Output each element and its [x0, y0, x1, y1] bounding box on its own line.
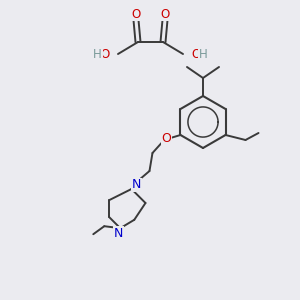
Text: O: O [101, 49, 110, 62]
Text: O: O [191, 49, 200, 62]
Text: O: O [161, 133, 171, 146]
Text: O: O [160, 8, 169, 20]
Text: N: N [114, 227, 123, 240]
Text: H: H [93, 49, 102, 62]
Text: H: H [199, 49, 208, 62]
Text: N: N [132, 178, 141, 191]
Text: O: O [131, 8, 141, 20]
